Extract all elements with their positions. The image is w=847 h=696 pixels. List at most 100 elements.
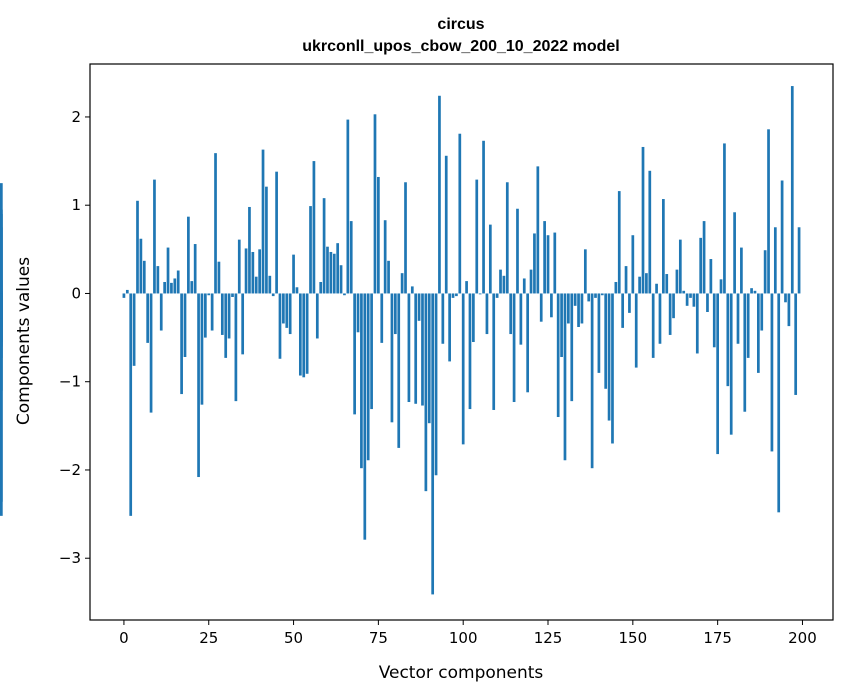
bar	[153, 179, 156, 294]
bar	[129, 293, 133, 516]
bar	[668, 293, 672, 335]
bar	[136, 200, 139, 294]
bar	[560, 293, 563, 357]
bar	[675, 269, 679, 294]
y-tick-label: −2	[59, 461, 81, 479]
bar	[315, 293, 319, 339]
bar	[682, 290, 686, 294]
bar	[563, 293, 567, 461]
bar	[0, 293, 3, 516]
bar	[485, 293, 489, 335]
bar	[417, 293, 421, 321]
bar	[712, 293, 716, 348]
bar	[173, 278, 177, 294]
bar	[282, 293, 285, 324]
bar	[139, 238, 143, 294]
bar	[516, 208, 519, 294]
y-axis-label: Components values	[14, 257, 34, 425]
bar	[441, 293, 445, 344]
bar	[210, 293, 214, 331]
bar	[214, 153, 217, 294]
bar	[387, 260, 390, 294]
bar	[261, 149, 265, 294]
bar	[536, 166, 540, 294]
bar	[706, 293, 709, 312]
bar	[499, 269, 502, 294]
bar	[695, 293, 699, 354]
plot-area-frame	[89, 63, 834, 621]
bar	[773, 227, 777, 294]
bar	[336, 243, 340, 294]
bar	[319, 281, 323, 294]
bar	[502, 275, 506, 294]
bar	[624, 266, 628, 294]
bar	[512, 293, 516, 403]
bar	[159, 293, 163, 331]
bar	[183, 293, 187, 357]
bar	[594, 293, 597, 298]
bar	[740, 247, 743, 294]
x-axis-ticks: 0 25 50 75 100 125 150 175 200	[119, 620, 817, 647]
bar	[237, 239, 241, 294]
bar	[366, 293, 370, 461]
bar	[458, 133, 462, 294]
bar	[163, 281, 166, 294]
bar	[278, 293, 282, 359]
bar	[187, 216, 190, 294]
bar	[410, 286, 414, 294]
bar	[254, 276, 258, 294]
bar	[665, 274, 669, 294]
bar	[353, 293, 356, 415]
bar	[220, 293, 224, 335]
bar	[224, 293, 228, 358]
bar	[468, 293, 472, 410]
bar	[142, 260, 146, 294]
bar	[651, 293, 655, 358]
bar	[621, 293, 625, 328]
bar	[658, 293, 662, 344]
bar	[678, 239, 682, 294]
x-tick-label: 175	[703, 629, 732, 647]
bar	[573, 293, 577, 306]
x-tick-label: 0	[119, 629, 129, 647]
bar	[251, 251, 255, 294]
bar	[505, 182, 509, 294]
bar	[275, 171, 278, 294]
bar	[767, 129, 770, 294]
y-tick-label: −3	[59, 549, 81, 567]
bar	[346, 119, 350, 294]
bar	[526, 293, 530, 393]
bar	[723, 143, 726, 294]
x-axis-label: Vector components	[379, 663, 544, 683]
bar	[292, 254, 295, 294]
bar	[329, 251, 333, 294]
bar	[583, 249, 587, 294]
bar	[550, 293, 553, 318]
bar	[492, 293, 496, 410]
bar	[125, 289, 129, 294]
bar	[472, 293, 475, 342]
bar	[784, 293, 787, 303]
bar	[380, 293, 384, 343]
bar	[570, 293, 574, 402]
y-axis-ticks: 2 1 0 −1 −2 −3	[59, 108, 90, 567]
bar	[753, 290, 757, 294]
bar	[421, 293, 424, 406]
bar	[248, 206, 251, 294]
bar	[702, 221, 706, 294]
bar	[760, 293, 764, 331]
bar	[631, 235, 635, 294]
bar	[451, 293, 455, 298]
bar	[295, 287, 299, 294]
bar	[770, 293, 774, 452]
bar	[607, 293, 611, 421]
bar	[414, 293, 418, 404]
bar	[461, 293, 465, 445]
bar	[193, 244, 197, 294]
bar	[685, 293, 689, 306]
bar	[522, 278, 526, 294]
bar	[370, 293, 373, 410]
bar	[787, 293, 791, 327]
bar	[434, 293, 438, 476]
bar	[672, 293, 675, 319]
